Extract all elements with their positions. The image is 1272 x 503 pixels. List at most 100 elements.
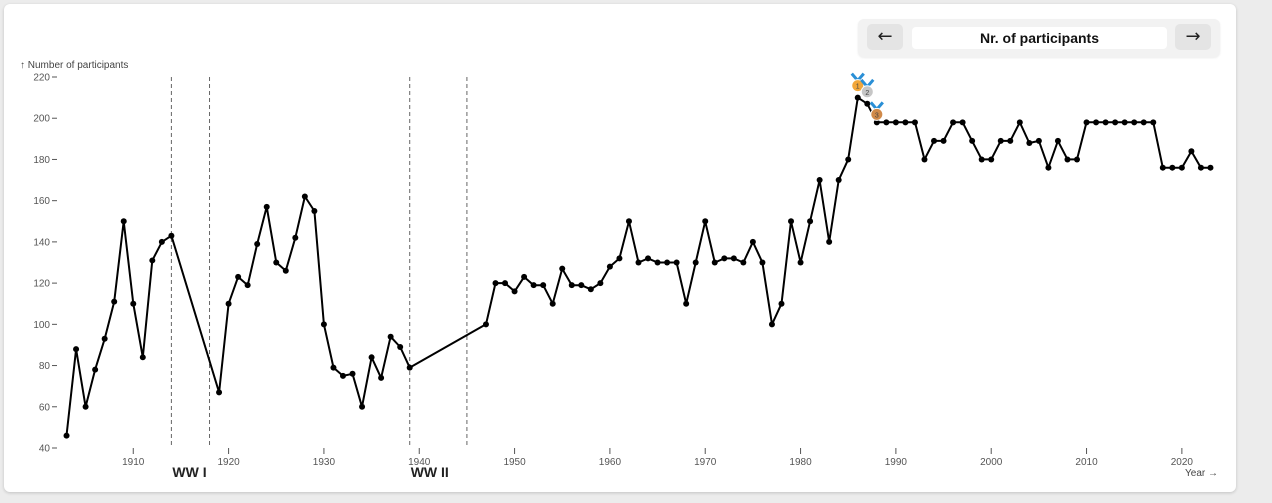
data-point[interactable] bbox=[940, 137, 947, 144]
data-point[interactable] bbox=[816, 177, 823, 184]
data-point[interactable] bbox=[931, 137, 938, 144]
data-point[interactable] bbox=[1083, 119, 1090, 126]
data-point[interactable] bbox=[292, 234, 299, 241]
data-point[interactable] bbox=[1026, 139, 1033, 146]
data-point[interactable] bbox=[606, 263, 613, 270]
data-point[interactable] bbox=[63, 432, 70, 439]
data-point[interactable] bbox=[683, 300, 690, 307]
data-point[interactable] bbox=[578, 282, 585, 289]
data-point[interactable] bbox=[149, 257, 156, 264]
data-point[interactable] bbox=[873, 119, 880, 126]
data-point[interactable] bbox=[883, 119, 890, 126]
data-point[interactable] bbox=[397, 344, 404, 351]
data-point[interactable] bbox=[797, 259, 804, 266]
data-point[interactable] bbox=[969, 137, 976, 144]
data-point[interactable] bbox=[759, 259, 766, 266]
data-point[interactable] bbox=[1121, 119, 1128, 126]
data-point[interactable] bbox=[1169, 164, 1176, 171]
data-point[interactable] bbox=[244, 282, 251, 289]
data-point[interactable] bbox=[320, 321, 327, 328]
next-metric-button[interactable]: → bbox=[1175, 24, 1211, 50]
data-point[interactable] bbox=[587, 286, 594, 293]
data-point[interactable] bbox=[654, 259, 661, 266]
data-point[interactable] bbox=[845, 156, 852, 163]
data-point[interactable] bbox=[235, 273, 242, 280]
data-point[interactable] bbox=[82, 403, 89, 410]
data-point[interactable] bbox=[1197, 164, 1204, 171]
data-point[interactable] bbox=[349, 370, 356, 377]
data-point[interactable] bbox=[826, 238, 833, 245]
data-point[interactable] bbox=[492, 280, 499, 287]
data-point[interactable] bbox=[1016, 119, 1023, 126]
data-point[interactable] bbox=[549, 300, 556, 307]
data-point[interactable] bbox=[1064, 156, 1071, 163]
data-point[interactable] bbox=[835, 177, 842, 184]
data-point[interactable] bbox=[807, 218, 814, 225]
data-point[interactable] bbox=[225, 300, 232, 307]
data-point[interactable] bbox=[711, 259, 718, 266]
data-point[interactable] bbox=[854, 94, 861, 101]
data-point[interactable] bbox=[73, 346, 80, 353]
data-point[interactable] bbox=[997, 137, 1004, 144]
data-point[interactable] bbox=[540, 282, 547, 289]
data-point[interactable] bbox=[1150, 119, 1157, 126]
data-point[interactable] bbox=[625, 218, 632, 225]
data-point[interactable] bbox=[216, 389, 223, 396]
data-point[interactable] bbox=[368, 354, 375, 361]
data-point[interactable] bbox=[892, 119, 899, 126]
data-point[interactable] bbox=[359, 403, 366, 410]
data-point[interactable] bbox=[635, 259, 642, 266]
data-point[interactable] bbox=[864, 100, 871, 107]
data-point[interactable] bbox=[1045, 164, 1052, 171]
data-point[interactable] bbox=[139, 354, 146, 361]
data-point[interactable] bbox=[664, 259, 671, 266]
data-point[interactable] bbox=[597, 280, 604, 287]
data-point[interactable] bbox=[502, 280, 509, 287]
data-point[interactable] bbox=[1054, 137, 1061, 144]
data-point[interactable] bbox=[1093, 119, 1100, 126]
data-point[interactable] bbox=[702, 218, 709, 225]
data-point[interactable] bbox=[387, 333, 394, 340]
data-point[interactable] bbox=[263, 203, 270, 210]
data-point[interactable] bbox=[92, 366, 99, 373]
data-point[interactable] bbox=[911, 119, 918, 126]
data-point[interactable] bbox=[1131, 119, 1138, 126]
data-point[interactable] bbox=[1207, 164, 1214, 171]
data-point[interactable] bbox=[530, 282, 537, 289]
data-point[interactable] bbox=[950, 119, 957, 126]
data-point[interactable] bbox=[959, 119, 966, 126]
data-point[interactable] bbox=[568, 282, 575, 289]
data-point[interactable] bbox=[282, 267, 289, 274]
data-point[interactable] bbox=[406, 364, 413, 371]
data-point[interactable] bbox=[521, 273, 528, 280]
data-point[interactable] bbox=[311, 207, 318, 214]
data-point[interactable] bbox=[778, 300, 785, 307]
data-point[interactable] bbox=[616, 255, 623, 262]
data-point[interactable] bbox=[273, 259, 280, 266]
data-point[interactable] bbox=[482, 321, 489, 328]
data-point[interactable] bbox=[721, 255, 728, 262]
data-point[interactable] bbox=[1102, 119, 1109, 126]
data-point[interactable] bbox=[559, 265, 566, 272]
data-point[interactable] bbox=[339, 372, 346, 379]
data-point[interactable] bbox=[978, 156, 985, 163]
data-point[interactable] bbox=[1188, 148, 1195, 155]
data-point[interactable] bbox=[921, 156, 928, 163]
data-point[interactable] bbox=[730, 255, 737, 262]
data-point[interactable] bbox=[673, 259, 680, 266]
data-point[interactable] bbox=[692, 259, 699, 266]
previous-metric-button[interactable]: ← bbox=[867, 24, 903, 50]
data-point[interactable] bbox=[1007, 137, 1014, 144]
data-point[interactable] bbox=[168, 232, 175, 239]
data-point[interactable] bbox=[511, 288, 518, 295]
data-point[interactable] bbox=[740, 259, 747, 266]
data-point[interactable] bbox=[301, 193, 308, 200]
data-point[interactable] bbox=[158, 238, 165, 245]
data-point[interactable] bbox=[330, 364, 337, 371]
data-point[interactable] bbox=[254, 240, 261, 247]
data-point[interactable] bbox=[1035, 137, 1042, 144]
data-point[interactable] bbox=[749, 238, 756, 245]
data-point[interactable] bbox=[1178, 164, 1185, 171]
data-point[interactable] bbox=[788, 218, 795, 225]
data-point[interactable] bbox=[768, 321, 775, 328]
